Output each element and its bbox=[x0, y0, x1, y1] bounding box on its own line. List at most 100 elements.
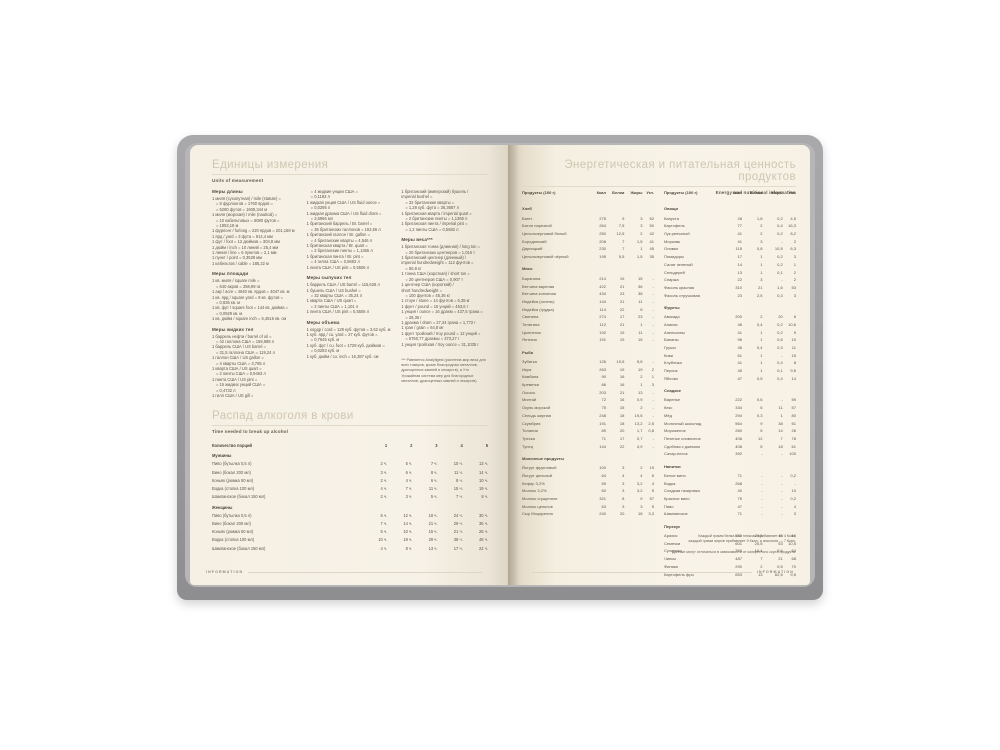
table-cell: 5,5 bbox=[636, 359, 643, 364]
table-cell: Йогурт цельный bbox=[522, 472, 553, 478]
table-row: Помидоры 17 1 0,2 3 bbox=[664, 253, 796, 261]
table-cell: 100 bbox=[789, 451, 796, 457]
table-row: Спаржа 22 3 - 2 bbox=[664, 276, 796, 284]
table-cell: 264 bbox=[599, 223, 606, 229]
alcohol-group-row: Мужчины bbox=[212, 449, 488, 460]
table-cell: 19 bbox=[791, 337, 796, 343]
table-cell: Креветки bbox=[522, 382, 539, 388]
table-cell: 68 bbox=[791, 556, 796, 562]
table-cell: 0,5 bbox=[756, 375, 763, 381]
table-cell: Груши bbox=[664, 345, 676, 350]
nutrition-group-row: Молочные продукты bbox=[522, 450, 654, 464]
table-cell: 6 bbox=[651, 472, 654, 478]
table-cell: - bbox=[781, 238, 783, 244]
table-cell: 5 bbox=[760, 428, 763, 434]
units-line: 1 акр / acre = 4840 кв. ярдов = 4047 кв.… bbox=[212, 289, 290, 295]
table-row: Водка (стопка 100 мл) 10 ч. 19 ч. 29 ч. 38 ч… bbox=[212, 536, 488, 544]
table-cell: - bbox=[761, 503, 763, 509]
alcohol-group-row: Женщины bbox=[212, 501, 488, 512]
table-cell: 12 ч. bbox=[403, 512, 413, 518]
table-cell: 2 bbox=[793, 269, 796, 275]
units-block-heading: Меры сыпучих тел bbox=[306, 275, 352, 281]
table-cell: 10,6 bbox=[788, 321, 796, 327]
table-cell: 0,2 bbox=[777, 321, 783, 327]
table-row: Шампанское (бокал 150 мл) 4 ч. 8 ч. 13 ч. 17… bbox=[212, 544, 488, 552]
table-cell: 19 ч. bbox=[479, 485, 488, 491]
table-cell: 1,5 bbox=[636, 238, 643, 244]
table-cell: Бананы bbox=[664, 337, 679, 343]
table-cell: Молоко цельное bbox=[522, 503, 554, 509]
table-cell: 60 bbox=[601, 488, 606, 494]
table-cell: 10 bbox=[791, 488, 796, 494]
table-cell: 4,5 bbox=[790, 215, 796, 221]
table-cell: 14 ч. bbox=[403, 521, 413, 527]
units-line: short hundredweight = bbox=[401, 287, 442, 293]
table-cell: 222 bbox=[735, 397, 742, 403]
table-cell: Бородинский bbox=[522, 238, 547, 244]
nutrition-group-label: Хлеб bbox=[522, 206, 532, 212]
table-cell: Спаржа bbox=[664, 277, 679, 283]
table-cell: Яблоки bbox=[664, 375, 678, 381]
table-cell: 22 bbox=[619, 443, 625, 449]
table-cell: 1 bbox=[760, 261, 763, 267]
table-cell: 564 bbox=[735, 420, 742, 426]
table-cell: 1 bbox=[640, 382, 643, 388]
units-line: 1 фурлонг / furlong = 220 ярдов = 201,16… bbox=[212, 228, 295, 234]
table-cell: 4 bbox=[622, 472, 625, 478]
table-cell: 12 bbox=[758, 435, 763, 441]
nutrition-col-header: Продукты (100 г) bbox=[522, 190, 556, 196]
table-cell: 0,4 bbox=[756, 321, 763, 327]
table-cell: 26 bbox=[791, 428, 796, 434]
table-cell: 61 bbox=[791, 443, 796, 449]
units-line: 1 линия / line = 6 пунктов = 2,1 мм bbox=[212, 250, 277, 256]
table-cell: - bbox=[652, 291, 654, 297]
table-row: Чипсы 487 7 21 68 bbox=[664, 555, 796, 563]
nutrition-table-right: Продукты (100 г) Ккал Белки Жиры Угл. Овощи К… bbox=[664, 189, 796, 578]
table-cell: 20 bbox=[778, 314, 783, 320]
table-cell: 10 ч. bbox=[479, 477, 488, 483]
nutrition-col-header: Жиры bbox=[770, 190, 783, 196]
alcohol-table: Количество порций 1 2 3 4 5 Мужчины Пиво (буты… bbox=[212, 441, 488, 552]
table-row: Окунь морской 75 15 2 - bbox=[522, 404, 654, 412]
table-cell: 21 bbox=[619, 298, 625, 304]
table-cell: 21 bbox=[619, 321, 625, 327]
table-cell: - bbox=[761, 511, 763, 517]
table-cell: 5 bbox=[640, 306, 643, 312]
table-cell: 18 bbox=[637, 511, 643, 517]
alcohol-col-header: 4 bbox=[460, 442, 463, 448]
table-cell: 13,2 bbox=[634, 420, 643, 426]
table-cell: 2 ч. bbox=[380, 477, 388, 483]
table-cell: 13 bbox=[637, 389, 643, 395]
table-cell: - bbox=[652, 321, 654, 327]
table-cell: 9 bbox=[622, 215, 625, 221]
table-cell: 36 ч. bbox=[479, 521, 488, 527]
units-line: 1 кордр / cord = 128 куб. футов = 3,62 к… bbox=[306, 326, 391, 332]
table-cell: 13 ч. bbox=[428, 545, 438, 551]
table-cell: Молочный шоколад bbox=[664, 420, 702, 426]
units-line: = 31,5 галлона США = 119,24 л bbox=[216, 349, 275, 355]
table-row: Варенье 222 0,6 - 59 bbox=[664, 396, 796, 404]
table-cell: 7,5 bbox=[618, 223, 625, 229]
table-cell: 3 bbox=[760, 277, 763, 283]
table-cell: Скумбрия bbox=[522, 420, 541, 426]
units-line: 1 дюйм / inch = 10 линий = 25,4 мм bbox=[212, 244, 279, 250]
nutrition-col-header: Продукты (100 г) bbox=[664, 190, 698, 196]
units-line: 1 унция тройская / troy ounce = 31,1035 … bbox=[401, 341, 479, 347]
table-cell: 0,2 bbox=[790, 472, 796, 478]
table-row: Ветчина вареная 422 21 36 - bbox=[522, 282, 654, 290]
units-line: 1 кв. миля / square mile = bbox=[212, 278, 260, 284]
nutrition-footnote-line: Каждый грамм белка или глюкозы прибавляе… bbox=[698, 533, 796, 538]
table-cell: 0,3 bbox=[756, 412, 763, 418]
table-row: Сдобная с джемом 408 5 18 61 bbox=[664, 442, 796, 450]
table-row: Минтай 72 16 0,9 - bbox=[522, 396, 654, 404]
table-cell: 10,4 bbox=[754, 548, 763, 554]
table-cell: 6 ч. bbox=[405, 469, 413, 475]
table-row: Финики 290 2 0,5 70 bbox=[664, 562, 796, 570]
units-line: 1 кварта США / US quart = bbox=[306, 298, 357, 304]
table-row: Треска 71 17 0,7 - bbox=[522, 435, 654, 443]
nutrition-group-label: Рыба bbox=[522, 349, 533, 355]
table-cell: 200 bbox=[735, 314, 742, 320]
table-cell: 8 bbox=[793, 360, 796, 366]
table-cell: Молоко сгущенное bbox=[522, 496, 558, 501]
table-cell: Клубника bbox=[664, 360, 682, 366]
